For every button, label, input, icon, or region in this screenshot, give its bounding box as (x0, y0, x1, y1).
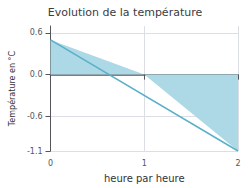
svg-text:Evolution de la température: Evolution de la température (48, 6, 203, 19)
svg-text:0.0: 0.0 (30, 70, 43, 79)
svg-text:-0.6: -0.6 (27, 112, 43, 121)
svg-text:-1.1: -1.1 (27, 147, 43, 156)
svg-text:0.6: 0.6 (30, 28, 43, 37)
svg-text:heure par heure: heure par heure (104, 173, 185, 184)
svg-text:2: 2 (235, 159, 240, 168)
svg-text:1: 1 (142, 159, 147, 168)
svg-text:Température en °C: Température en °C (7, 50, 17, 127)
svg-text:0: 0 (48, 159, 53, 168)
